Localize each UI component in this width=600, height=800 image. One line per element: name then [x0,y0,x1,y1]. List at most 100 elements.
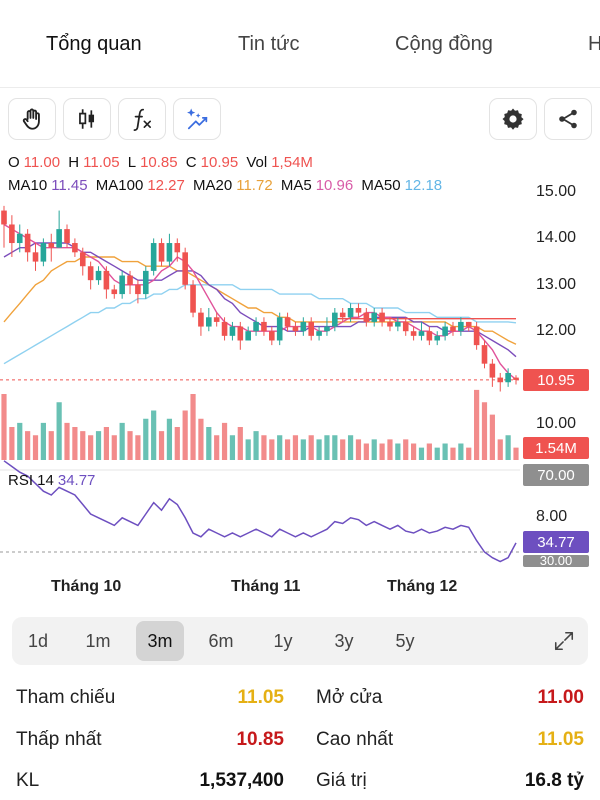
volume-bar [80,431,86,460]
candle-body [198,312,204,327]
volume-bar [32,435,39,460]
candle-body [9,224,15,244]
ohlc-readout: O 11.00 H 11.05 L 10.85 C 10.95 Vol 1,54M [8,154,317,171]
candle-body [150,243,157,271]
share-button[interactable] [544,98,592,140]
price-chart[interactable] [0,150,520,570]
candle-body [127,275,133,285]
axis-label-14: 14.00 [536,229,577,246]
fullscreen-button[interactable] [540,621,588,661]
volume-bar [481,402,488,460]
candle-body [72,243,78,253]
volume-bar [1,394,7,460]
candle-body [308,321,314,336]
rsi-lower-tag: 30.00 [523,555,589,567]
candle-body [395,321,401,327]
range-6m-button[interactable]: 6m [208,630,234,651]
candle-body [481,345,488,364]
low-value: 10.85 [140,154,178,171]
axis-label-13: 13.00 [536,276,577,293]
candle-body [16,233,23,244]
volume-bar [190,394,196,460]
hand-tool-button[interactable] [8,98,56,140]
ma10-line [3,242,517,358]
volume-bar [151,410,157,460]
range-1y-button[interactable]: 1y [273,630,293,651]
volume-bar [72,427,78,460]
candle-body [324,326,330,332]
tab-community[interactable]: Cộng đồng [395,33,493,55]
volume-bar [40,422,46,460]
volume-bar [387,439,393,460]
low-label: L [127,154,137,171]
share-icon [559,109,577,129]
candle-body [142,270,149,295]
candle-body [166,243,173,262]
candle-body [245,331,251,341]
volume-bar [513,447,519,460]
volume-bar [174,427,180,460]
chart-type-button[interactable] [63,98,111,140]
volume-bar [64,422,70,460]
volume-bar [253,431,259,460]
volume-bar [25,431,31,460]
volume-label: KL [16,770,40,791]
candle-body [284,317,291,327]
volume-bar [316,439,322,460]
tab-more[interactable]: H [588,33,600,55]
volume-bar [111,435,117,460]
volume-bar [9,427,15,460]
range-3y-button[interactable]: 3y [334,630,354,651]
indicator-button[interactable] [118,98,166,140]
volume-bar [300,439,306,460]
axis-label-15: 15.00 [536,183,577,200]
settings-button[interactable] [489,98,537,140]
candle-body [276,317,283,341]
tab-news[interactable]: Tin tức [238,33,300,55]
trade-value-label: Giá trị [316,770,367,791]
volume-bar [214,435,220,460]
volume-bar [340,439,346,460]
volume-bar [237,427,243,460]
high-price-value: 11.05 [537,729,585,750]
candle-body [135,284,141,295]
volume-bar [324,435,330,460]
ai-assist-button[interactable] [173,98,221,140]
volume-bar [277,435,283,460]
candle-body [379,312,385,322]
range-1d-button[interactable]: 1d [27,630,49,651]
axis-label-10: 10.00 [536,415,577,432]
candle-body [64,229,70,244]
candle-body [237,326,244,341]
rsi-upper-tag: 70.00 [523,464,589,486]
volume-bar [363,443,369,460]
ma10-label: MA10 [8,177,48,194]
volume-bar [505,435,511,460]
ma5-value: 10.96 [315,177,354,194]
volume-bar [474,389,480,460]
volume-bar [466,447,472,460]
open-label: O [8,154,20,171]
hand-icon [22,108,40,130]
tab-overview[interactable]: Tổng quan [46,33,142,55]
range-3m-button[interactable]: 3m [136,621,184,661]
volume-bar [198,418,204,460]
candle-body [339,312,346,318]
ref-price-label: Tham chiếu [16,687,116,708]
rsi-value-tag: 34.77 [523,531,589,553]
volume-bar [332,435,338,460]
candle-body [473,326,480,346]
volume-bar [56,402,62,460]
candle-body [32,252,39,262]
function-icon [133,108,151,131]
candle-body [182,252,188,285]
candle-body [450,326,456,332]
volume-bar [103,427,109,460]
range-5y-button[interactable]: 5y [395,630,415,651]
volume-bar [182,410,188,460]
candlestick-icon [79,109,95,129]
range-1m-button[interactable]: 1m [85,630,111,651]
candle-body [213,317,220,322]
candle-body [190,284,196,313]
candle-body [229,326,236,336]
